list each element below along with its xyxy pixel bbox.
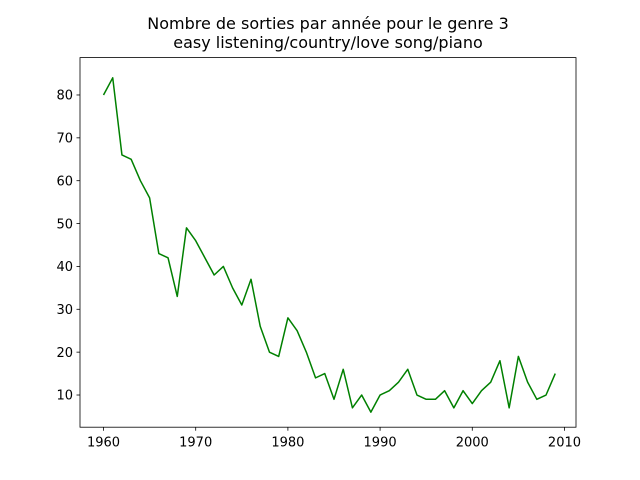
chart-title-line1: Nombre de sorties par année pour le genr…	[147, 14, 509, 33]
y-tick-label: 30	[56, 303, 73, 318]
x-tick-label: 2000	[456, 436, 489, 451]
x-tick-label: 1980	[271, 436, 304, 451]
y-tick-label: 60	[56, 174, 73, 189]
y-tick-label: 40	[56, 260, 73, 275]
x-tick-label: 1970	[179, 436, 212, 451]
chart-title-line2: easy listening/country/love song/piano	[173, 33, 483, 52]
chart-title: Nombre de sorties par année pour le genr…	[80, 14, 576, 52]
y-tick-label: 10	[56, 389, 73, 404]
plot-frame	[79, 57, 577, 428]
x-tick-label: 1960	[87, 436, 120, 451]
y-tick-label: 80	[56, 89, 73, 104]
y-tick-label: 70	[56, 132, 73, 147]
x-tick-label: 1990	[364, 436, 397, 451]
x-tick-label: 2010	[548, 436, 581, 451]
y-tick-label: 50	[56, 217, 73, 232]
y-tick-label: 20	[56, 346, 73, 361]
data-line-genre3	[102, 77, 556, 413]
